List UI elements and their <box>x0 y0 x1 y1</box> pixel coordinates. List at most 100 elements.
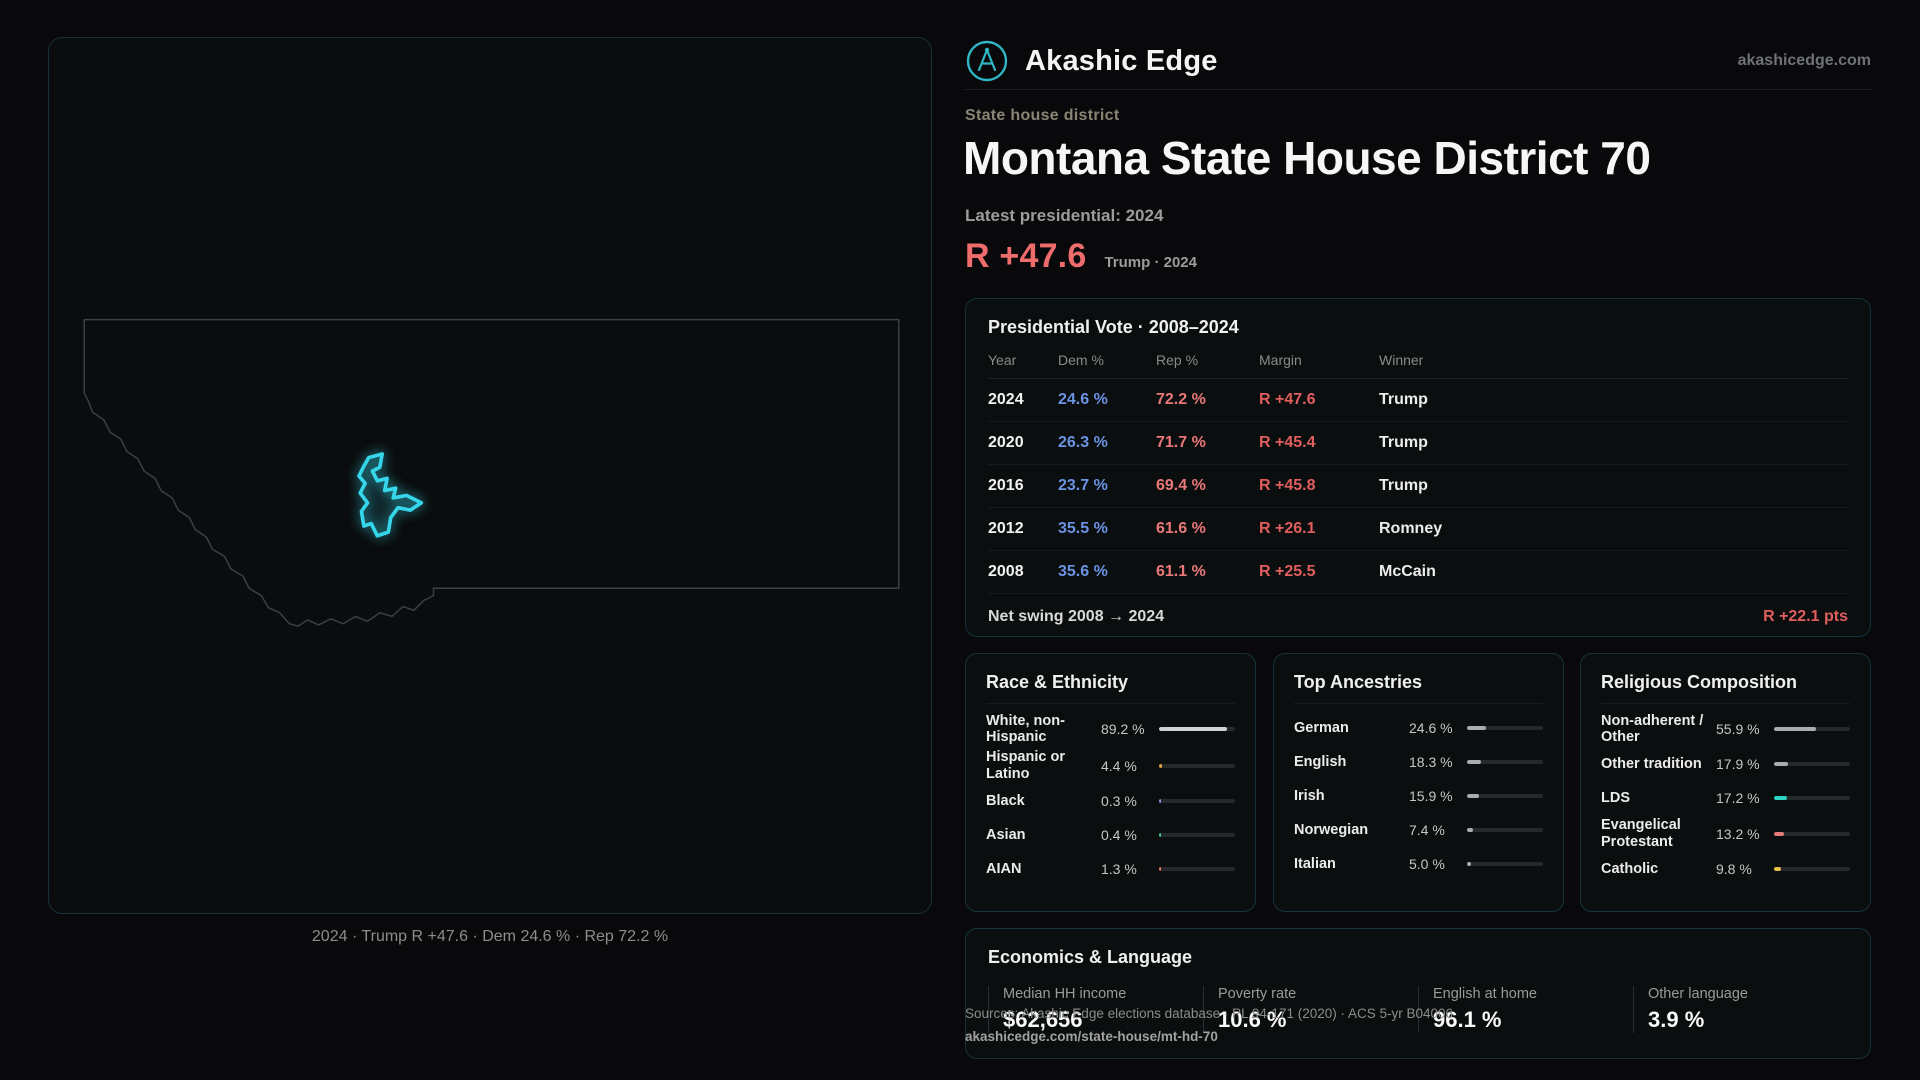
pres-row-2024: 2024 24.6 % 72.2 % R +47.6 Trump <box>988 379 1848 422</box>
margin: R +25.5 <box>1259 563 1316 580</box>
district-outline <box>357 452 424 538</box>
stat-bar <box>1467 760 1543 764</box>
year: 2020 <box>988 434 1024 451</box>
winner: Trump <box>1379 391 1428 408</box>
demo-label: Catholic <box>1601 860 1659 877</box>
montana-map <box>83 318 900 627</box>
demo-label: German <box>1294 719 1349 736</box>
demo-label: White, non-Hispanic <box>986 713 1065 746</box>
dem-pct: 24.6 % <box>1058 391 1108 408</box>
akashic-edge-logo <box>966 40 1008 82</box>
demo-label: Irish <box>1294 787 1325 804</box>
montana-outline <box>83 318 900 627</box>
brand-name: Akashic Edge <box>1025 44 1218 77</box>
district-map-panel <box>48 37 932 914</box>
top-ancestries-card: Top Ancestries German 24.6 % English 18.… <box>1273 653 1564 912</box>
religious-composition-card: Religious Composition Non-adherent / Oth… <box>1580 653 1871 912</box>
margin: R +47.6 <box>1259 391 1316 408</box>
year: 2008 <box>988 563 1024 580</box>
winner: Romney <box>1379 520 1443 537</box>
year: 2016 <box>988 477 1024 494</box>
demo-row: Catholic 9.8 % <box>1601 852 1850 886</box>
dem-pct: 35.6 % <box>1058 563 1108 580</box>
stat-bar <box>1467 794 1543 798</box>
demo-value: 13.2 % <box>1716 825 1760 842</box>
demo-label: Hispanic or Latino <box>986 749 1065 782</box>
latest-presidential-label: Latest presidential: 2024 <box>965 206 1164 225</box>
rep-pct: 71.7 % <box>1156 434 1206 451</box>
page-title: Montana State House District 70 <box>963 132 1651 184</box>
stat-label: English at home <box>1433 986 1537 1002</box>
rep-pct: 61.6 % <box>1156 520 1206 537</box>
dem-pct: 35.5 % <box>1058 520 1108 537</box>
pres-card-title: Presidential Vote · 2008–2024 <box>988 317 1239 337</box>
stat-bar <box>1159 763 1235 768</box>
pres-row-2008: 2008 35.6 % 61.1 % R +25.5 McCain <box>988 551 1848 594</box>
margin: R +26.1 <box>1259 520 1316 537</box>
headline-note: Trump · 2024 <box>1104 254 1197 271</box>
demo-label: Italian <box>1294 855 1336 872</box>
demo-row: LDS 17.2 % <box>1601 781 1850 815</box>
winner: Trump <box>1379 477 1428 494</box>
stat-bar <box>1467 862 1543 866</box>
stat-value: $62,656 <box>1003 1007 1083 1032</box>
race-card-title: Race & Ethnicity <box>986 672 1235 704</box>
stat-label: Poverty rate <box>1218 986 1297 1002</box>
demo-row: Italian 5.0 % <box>1294 847 1543 881</box>
headline-margin: R +47.6 <box>965 237 1087 275</box>
demo-row: Evangelical Protestant 13.2 % <box>1601 815 1850 851</box>
stat-label: Other language <box>1648 986 1748 1002</box>
demo-value: 9.8 % <box>1716 860 1752 877</box>
stat-bar <box>1774 727 1850 732</box>
demo-value: 0.4 % <box>1101 826 1137 843</box>
winner: Trump <box>1379 434 1428 451</box>
pres-row-2016: 2016 23.7 % 69.4 % R +45.8 Trump <box>988 465 1848 508</box>
net-swing-value: R +22.1 pts <box>1763 608 1848 625</box>
demo-label: Non-adherent / Other <box>1601 713 1704 746</box>
stat-label: Median HH income <box>1003 986 1127 1002</box>
stat-value: 3.9 % <box>1648 1007 1705 1032</box>
stat-english-at-home: English at home 96.1 % <box>1418 986 1633 1033</box>
demo-value: 18.3 % <box>1409 754 1453 770</box>
stat-value: 96.1 % <box>1433 1007 1502 1032</box>
margin: R +45.8 <box>1259 477 1316 494</box>
demo-label: LDS <box>1601 790 1630 807</box>
pres-table-header: Year Dem % Rep % Margin Winner <box>988 352 1848 379</box>
presidential-vote-card: Presidential Vote · 2008–2024 Year Dem %… <box>965 298 1871 637</box>
permalink[interactable]: akashicedge.com/state-house/mt-hd-70 <box>965 1029 1218 1044</box>
demo-row: Non-adherent / Other 55.9 % <box>1601 711 1850 747</box>
rep-pct: 72.2 % <box>1156 391 1206 408</box>
pres-row-2012: 2012 35.5 % 61.6 % R +26.1 Romney <box>988 508 1848 551</box>
demo-label: Norwegian <box>1294 821 1369 838</box>
stat-bar <box>1467 726 1543 730</box>
dem-pct: 23.7 % <box>1058 477 1108 494</box>
demo-value: 7.4 % <box>1409 822 1445 838</box>
demo-label: Other tradition <box>1601 756 1702 773</box>
economics-language-card: Economics & Language Median HH income $6… <box>965 928 1871 1059</box>
demo-value: 89.2 % <box>1101 721 1145 738</box>
demo-row: Asian 0.4 % <box>986 818 1235 852</box>
stat-bar <box>1774 796 1850 801</box>
pres-row-2020: 2020 26.3 % 71.7 % R +45.4 Trump <box>988 422 1848 465</box>
demo-row: Hispanic or Latino 4.4 % <box>986 747 1235 783</box>
demo-label: Evangelical Protestant <box>1601 817 1681 850</box>
demo-label: English <box>1294 753 1347 770</box>
stat-median-hh-income: Median HH income $62,656 <box>988 986 1203 1033</box>
demo-label: Black <box>986 792 1025 809</box>
net-swing-label: Net swing 2008 → 2024 <box>988 608 1165 625</box>
demo-value: 15.9 % <box>1409 788 1453 804</box>
col-winner: Winner <box>1379 352 1424 368</box>
stat-poverty-rate: Poverty rate 10.6 % <box>1203 986 1418 1033</box>
col-margin: Margin <box>1259 352 1302 368</box>
demo-value: 5.0 % <box>1409 856 1445 872</box>
stat-other-language: Other language 3.9 % <box>1633 986 1848 1033</box>
stat-bar <box>1159 798 1235 803</box>
stat-bar <box>1467 828 1543 832</box>
race-ethnicity-card: Race & Ethnicity White, non-Hispanic 89.… <box>965 653 1256 912</box>
col-dem: Dem % <box>1058 352 1104 368</box>
demo-row: AIAN 1.3 % <box>986 852 1235 886</box>
stat-bar <box>1159 866 1235 871</box>
demo-value: 4.4 % <box>1101 757 1137 774</box>
rep-pct: 61.1 % <box>1156 563 1206 580</box>
headline-result: R +47.6 Trump · 2024 <box>965 237 1197 276</box>
